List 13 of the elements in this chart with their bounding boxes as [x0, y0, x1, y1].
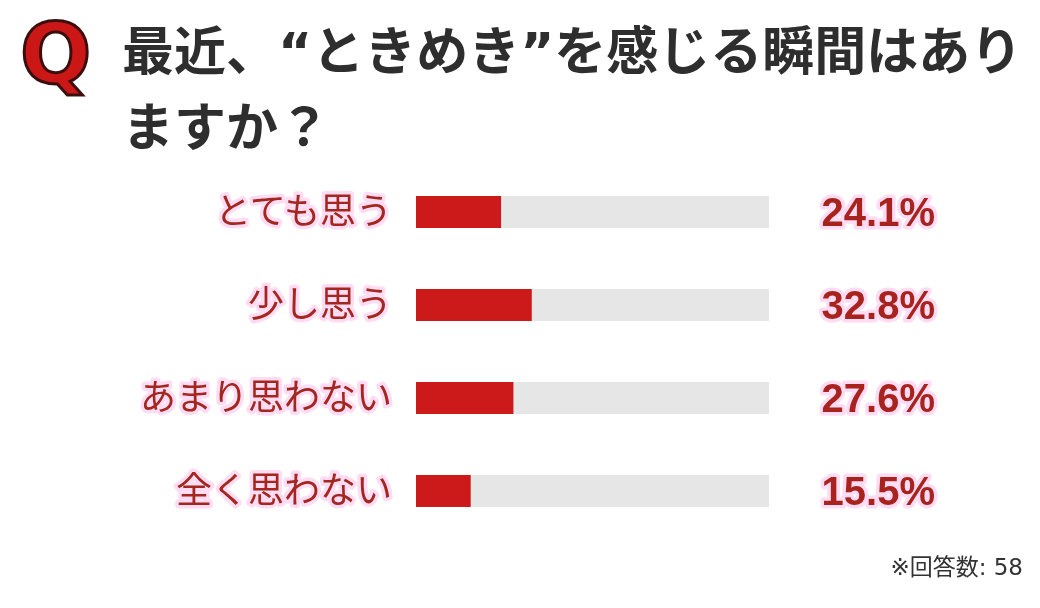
chart-title: 最近、“ときめき”を感じる瞬間はありますか？ [122, 21, 1024, 160]
y-tick-label: とても思う [214, 191, 392, 233]
text: Q [20, 5, 92, 103]
y-tick-label: 少し思う [247, 284, 392, 326]
y-tick-label: 全く思わない [175, 470, 392, 512]
data-label: 27.6% [821, 376, 935, 421]
bar [416, 196, 502, 228]
text: ※回答数: 58 [890, 553, 1023, 582]
y-tick-label: あまり思わない [139, 377, 392, 419]
data-label: 15.5% [821, 469, 935, 514]
bar [416, 475, 471, 507]
data-label: 24.1% [821, 190, 935, 235]
data-label: 32.8% [821, 283, 935, 328]
